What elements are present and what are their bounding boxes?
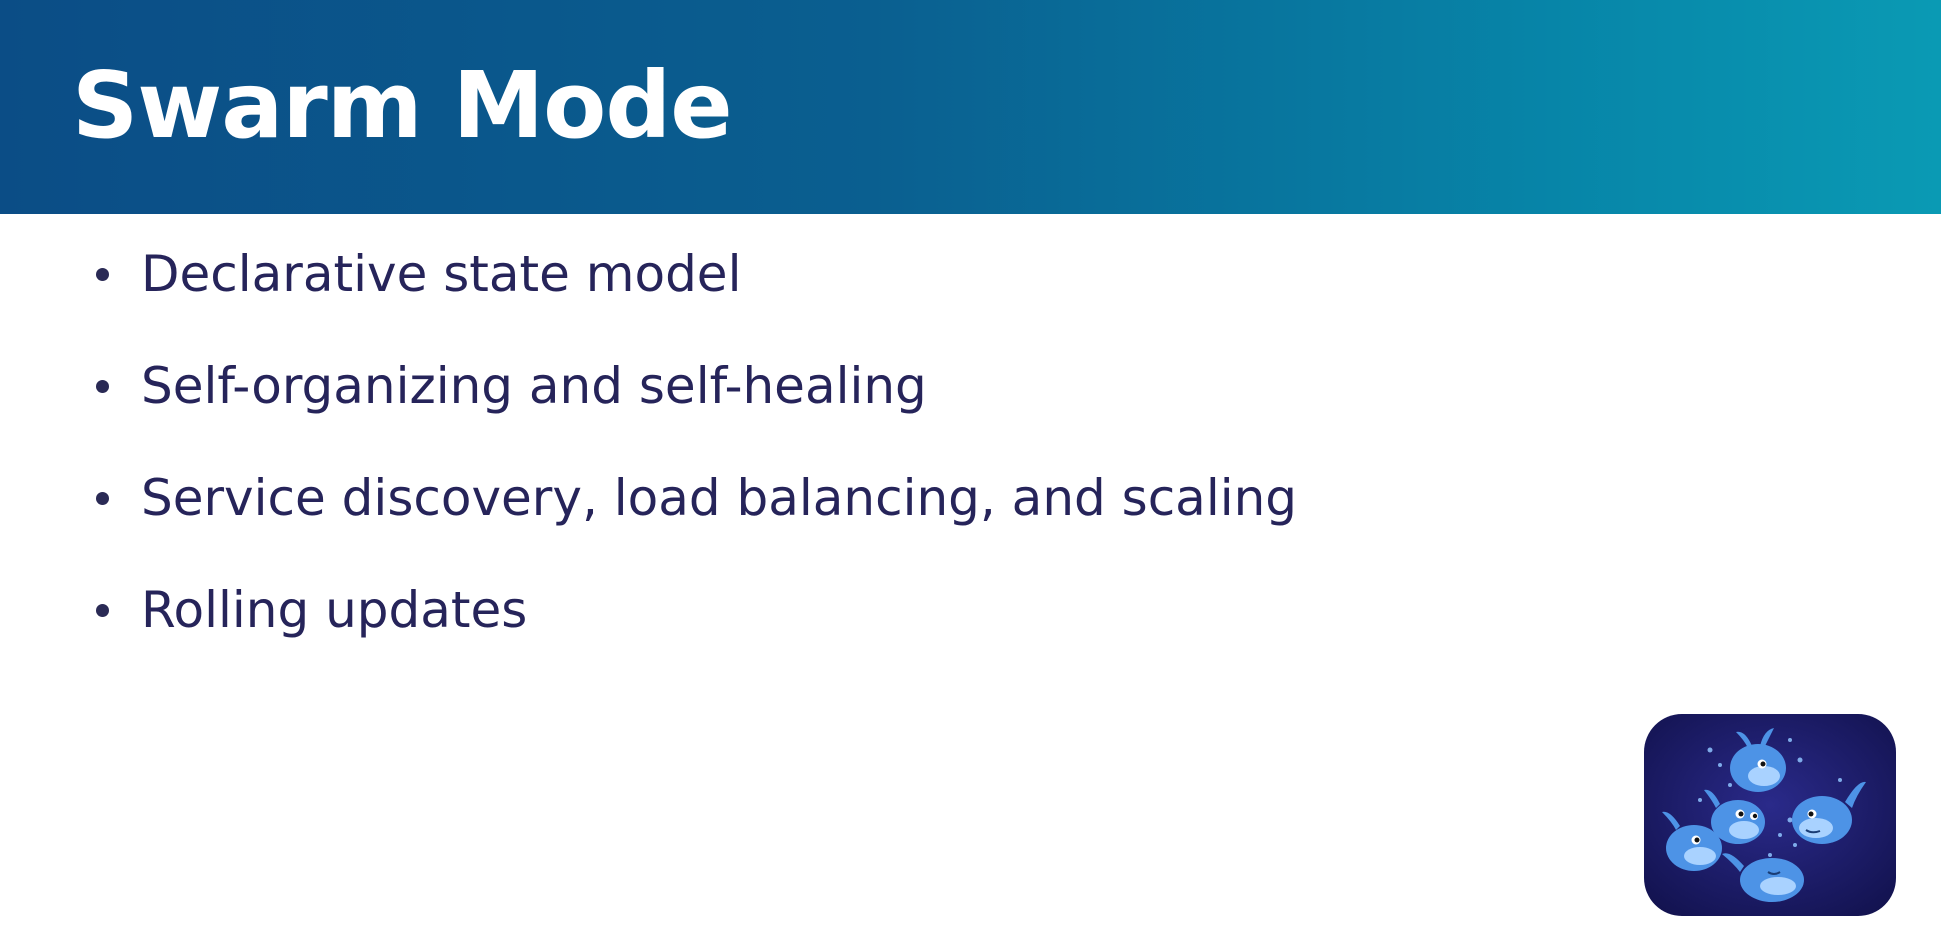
bullet-text: Service discovery, load balancing, and s… xyxy=(141,469,1298,527)
bullet-text: Declarative state model xyxy=(141,245,742,303)
bullet-dot-icon xyxy=(96,491,109,505)
bullet-item: Rolling updates xyxy=(96,554,1297,666)
bullet-dot-icon xyxy=(96,603,109,617)
bullet-item: Declarative state model xyxy=(96,218,1297,330)
bullet-item: Service discovery, load balancing, and s… xyxy=(96,442,1297,554)
bullet-text: Rolling updates xyxy=(141,581,528,639)
bullet-list: Declarative state model Self-organizing … xyxy=(96,218,1297,666)
bullet-text: Self-organizing and self-healing xyxy=(141,357,927,415)
bullet-dot-icon xyxy=(96,267,109,281)
bullet-item: Self-organizing and self-healing xyxy=(96,330,1297,442)
slide-title: Swarm Mode xyxy=(72,52,733,159)
bullet-dot-icon xyxy=(96,379,109,393)
docker-whale-swarm-icon xyxy=(1644,714,1896,916)
slide-header: Swarm Mode xyxy=(0,0,1941,214)
